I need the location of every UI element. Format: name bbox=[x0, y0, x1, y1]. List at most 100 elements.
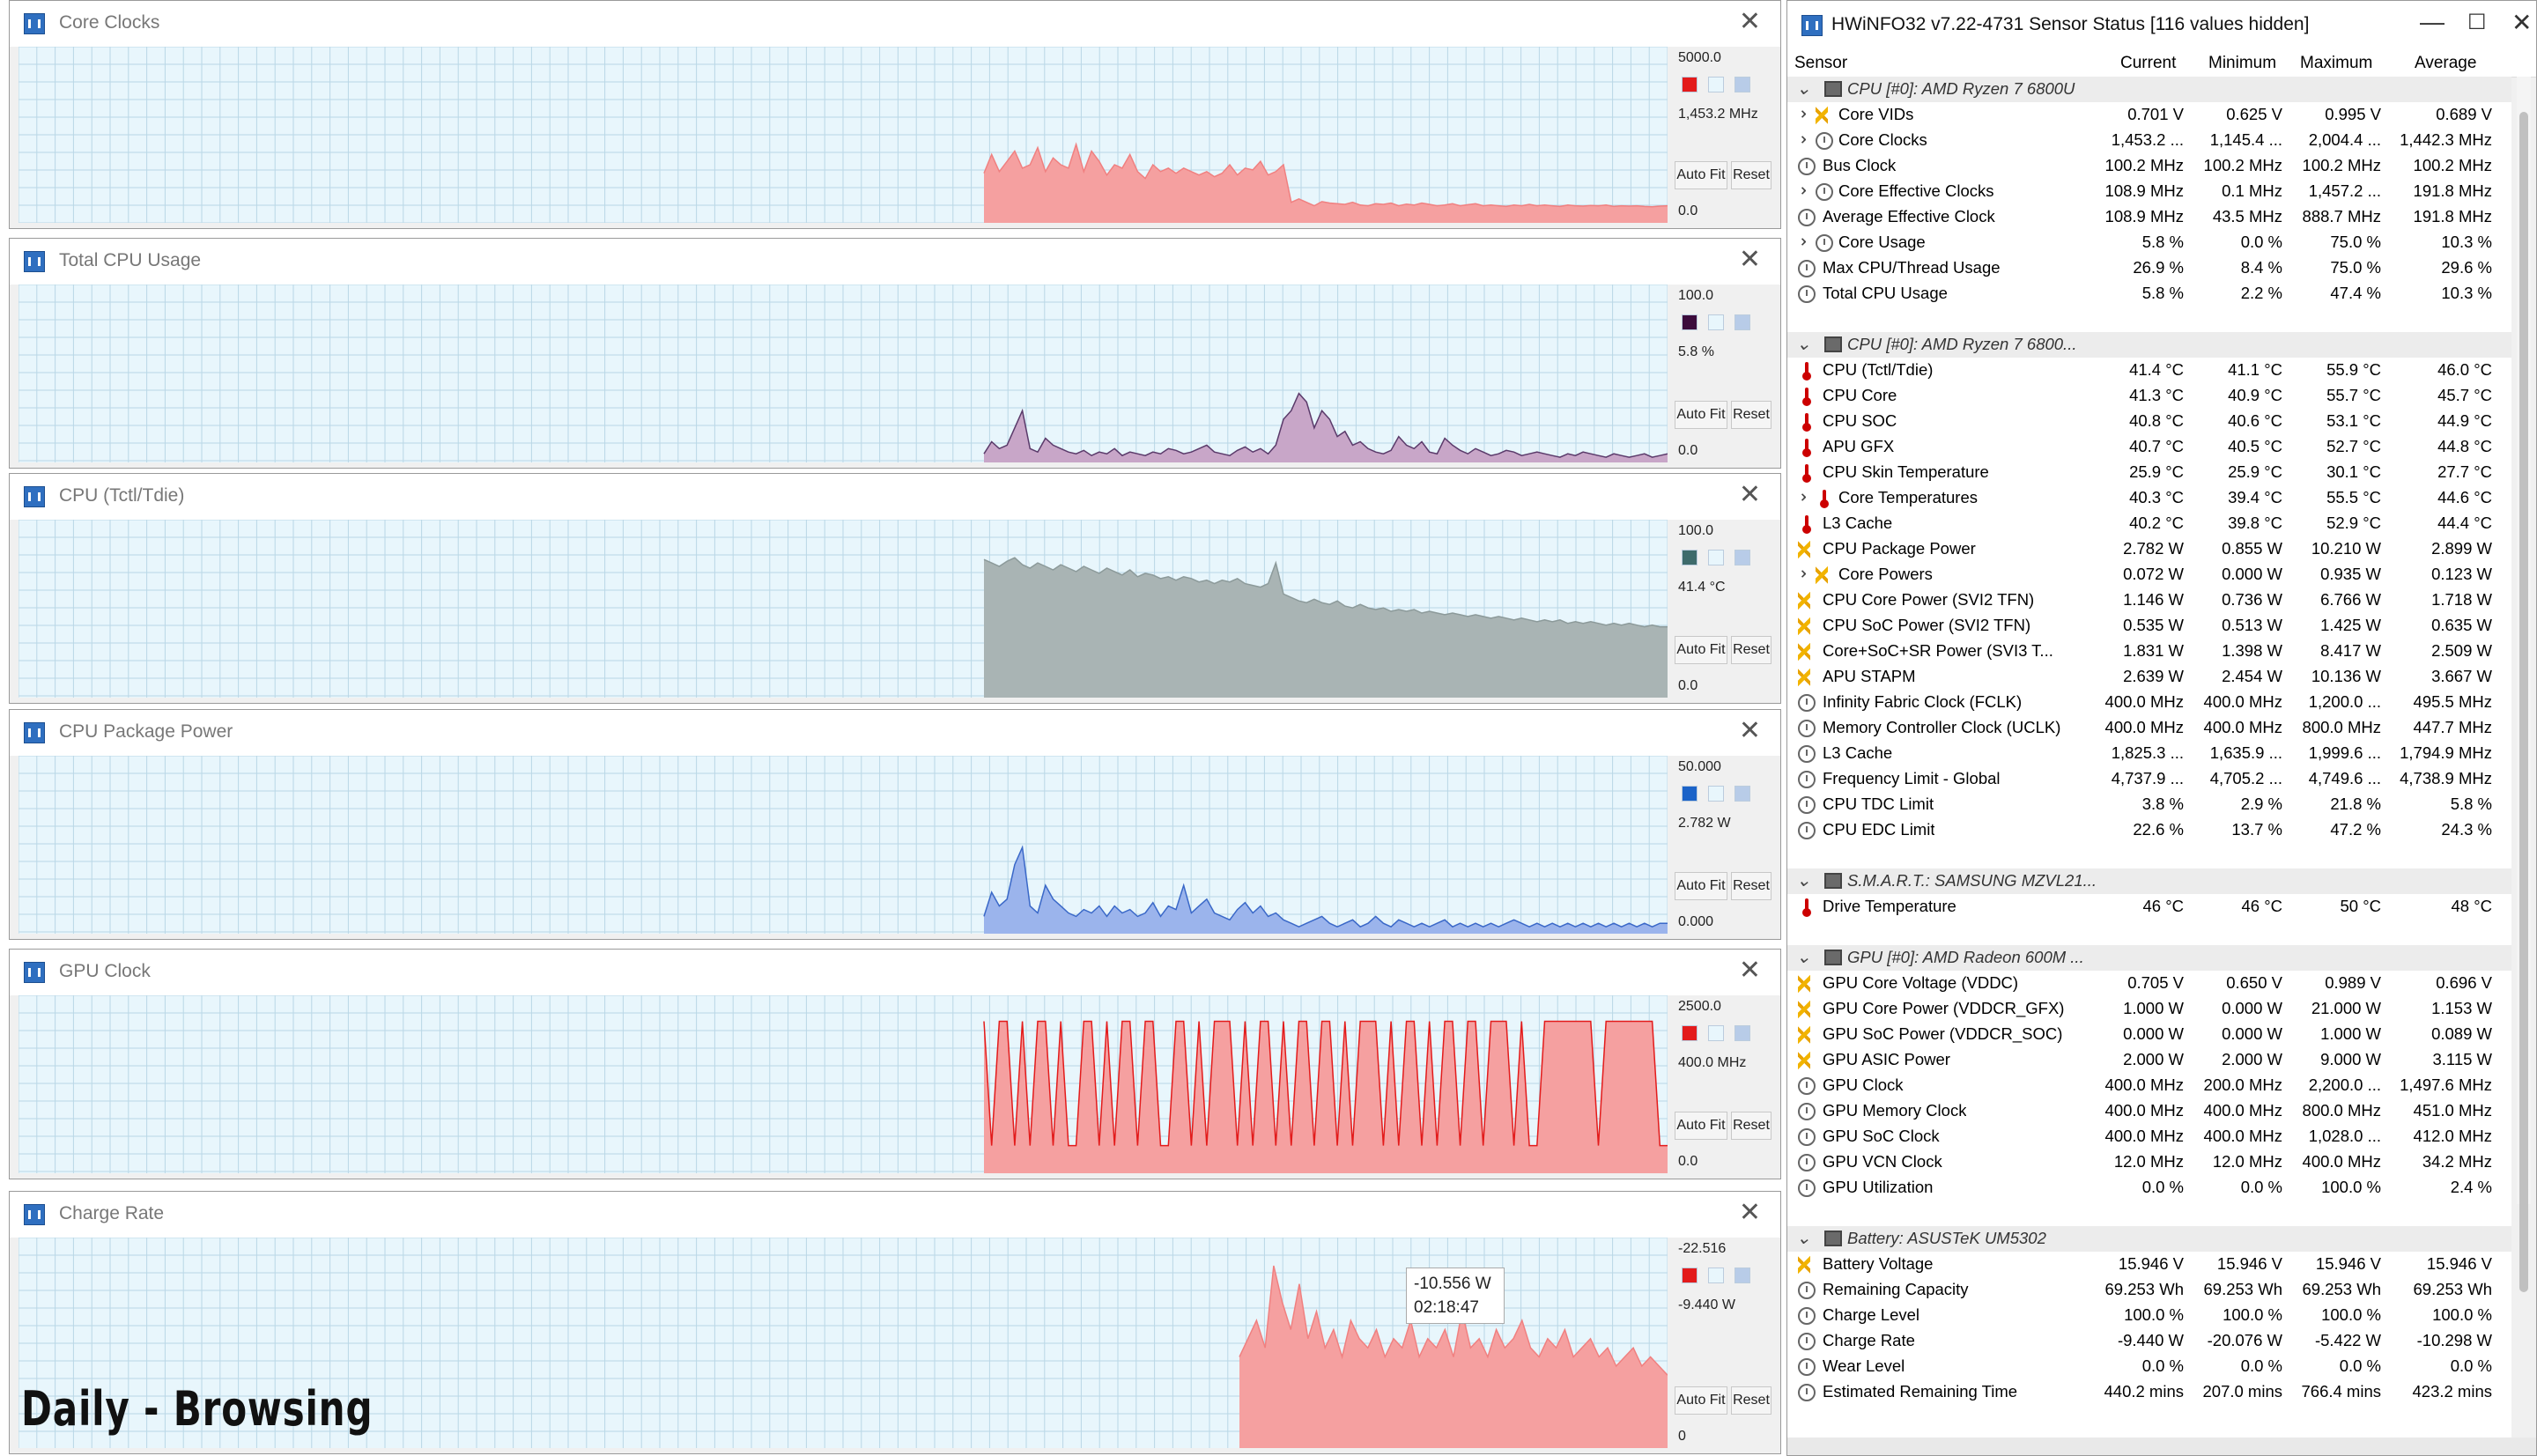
expand-chevron-icon[interactable]: ⌄ bbox=[1790, 566, 1810, 581]
reset-button[interactable]: Reset bbox=[1731, 401, 1771, 429]
sensor-row[interactable]: Core+SoC+SR Power (SVI3 T... 1.831 W 1.398… bbox=[1787, 639, 2511, 664]
fill-color-swatch[interactable] bbox=[1708, 786, 1724, 802]
sensor-row[interactable]: GPU SoC Clock 400.0 MHz 400.0 MHz 1,028.0 .… bbox=[1787, 1124, 2511, 1149]
close-icon[interactable]: ✕ bbox=[1738, 1198, 1761, 1227]
collapse-chevron-icon[interactable]: ⌄ bbox=[1796, 335, 1811, 354]
fill-color-swatch[interactable] bbox=[1708, 314, 1724, 330]
collapse-chevron-icon[interactable]: ⌄ bbox=[1796, 871, 1811, 891]
col-sensor[interactable]: Sensor bbox=[1794, 54, 1848, 72]
graph-title-bar[interactable]: Core Clocks ✕ bbox=[10, 1, 1780, 47]
graph-plot[interactable] bbox=[18, 756, 1668, 934]
auto-fit-button[interactable]: Auto Fit bbox=[1675, 636, 1727, 664]
sensor-row[interactable]: Remaining Capacity 69.253 Wh 69.253 Wh 69.2… bbox=[1787, 1277, 2511, 1303]
sensor-row[interactable]: Average Effective Clock 108.9 MHz 43.5 MHz… bbox=[1787, 204, 2511, 230]
close-icon[interactable]: ✕ bbox=[1738, 480, 1761, 509]
line-color-swatch[interactable] bbox=[1682, 786, 1697, 802]
expand-chevron-icon[interactable]: ⌄ bbox=[1790, 490, 1810, 505]
collapse-chevron-icon[interactable]: ⌄ bbox=[1796, 948, 1811, 967]
sensor-row[interactable]: Frequency Limit - Global 4,737.9 ... 4,705… bbox=[1787, 766, 2511, 792]
sensor-row[interactable]: CPU Core Power (SVI2 TFN) 1.146 W 0.736 W 6… bbox=[1787, 588, 2511, 613]
close-icon[interactable]: ✕ bbox=[1738, 956, 1761, 985]
auto-fit-button[interactable]: Auto Fit bbox=[1675, 161, 1727, 189]
sensor-row[interactable]: ⌄ Core Clocks 1,453.2 ... 1,145.4 ... 2,004.… bbox=[1787, 128, 2511, 153]
sensor-row[interactable]: GPU Clock 400.0 MHz 200.0 MHz 2,200.0 ... 1,… bbox=[1787, 1073, 2511, 1098]
graph-plot[interactable] bbox=[18, 995, 1668, 1173]
sensor-row[interactable]: Charge Level 100.0 % 100.0 % 100.0 % 100.0 % bbox=[1787, 1303, 2511, 1328]
sensor-row[interactable]: CPU Core 41.3 °C 40.9 °C 55.7 °C 45.7 °C bbox=[1787, 383, 2511, 409]
graph-title-bar[interactable]: CPU (Tctl/Tdie) ✕ bbox=[10, 474, 1780, 520]
sensor-row[interactable]: ⌄ Core Powers 0.072 W 0.000 W 0.935 W 0.123 W bbox=[1787, 562, 2511, 588]
sensor-row[interactable]: CPU Skin Temperature 25.9 °C 25.9 °C 30.1 °… bbox=[1787, 460, 2511, 485]
auto-fit-button[interactable]: Auto Fit bbox=[1675, 401, 1727, 429]
sensor-row[interactable]: GPU SoC Power (VDDCR_SOC) 0.000 W 0.000 W 1… bbox=[1787, 1022, 2511, 1047]
close-icon[interactable]: ✕ bbox=[1738, 245, 1761, 274]
title-bar[interactable]: HWiNFO32 v7.22-4731 Sensor Status [116 v… bbox=[1787, 1, 2536, 50]
reset-button[interactable]: Reset bbox=[1731, 161, 1771, 189]
reset-button[interactable]: Reset bbox=[1731, 1386, 1771, 1415]
collapse-chevron-icon[interactable]: ⌄ bbox=[1796, 79, 1811, 99]
col-minimum[interactable]: Minimum bbox=[2208, 54, 2277, 72]
collapse-chevron-icon[interactable]: ⌄ bbox=[1796, 1229, 1811, 1248]
sensor-group-row[interactable]: ⌄ CPU [#0]: AMD Ryzen 7 6800U bbox=[1787, 77, 2511, 102]
maximize-icon[interactable]: ☐ bbox=[2467, 11, 2487, 34]
scrollbar-thumb[interactable] bbox=[2519, 112, 2528, 1292]
sensor-row[interactable]: Infinity Fabric Clock (FCLK) 400.0 MHz 400… bbox=[1787, 690, 2511, 715]
sensor-row[interactable]: GPU VCN Clock 12.0 MHz 12.0 MHz 400.0 MHz 34… bbox=[1787, 1149, 2511, 1175]
sensor-group-row[interactable]: ⌄ GPU [#0]: AMD Radeon 600M ... bbox=[1787, 945, 2511, 971]
grid-color-swatch[interactable] bbox=[1734, 550, 1750, 565]
sensor-row[interactable]: ⌄ Core Effective Clocks 108.9 MHz 0.1 MHz 1,… bbox=[1787, 179, 2511, 204]
sensor-row[interactable]: Total CPU Usage 5.8 % 2.2 % 47.4 % 10.3 % bbox=[1787, 281, 2511, 307]
graph-title-bar[interactable]: Total CPU Usage ✕ bbox=[10, 239, 1780, 285]
sensor-row[interactable]: APU GFX 40.7 °C 40.5 °C 52.7 °C 44.8 °C bbox=[1787, 434, 2511, 460]
line-color-swatch[interactable] bbox=[1682, 77, 1697, 92]
sensor-row[interactable]: L3 Cache 1,825.3 ... 1,635.9 ... 1,999.6 ..… bbox=[1787, 741, 2511, 766]
auto-fit-button[interactable]: Auto Fit bbox=[1675, 872, 1727, 900]
graph-title-bar[interactable]: Charge Rate ✕ bbox=[10, 1192, 1780, 1238]
sensor-row[interactable]: L3 Cache 40.2 °C 39.8 °C 52.9 °C 44.4 °C bbox=[1787, 511, 2511, 536]
sensor-group-row[interactable]: ⌄ Battery: ASUSTeK UM5302 bbox=[1787, 1226, 2511, 1252]
sensor-row[interactable]: Memory Controller Clock (UCLK) 400.0 MHz 4… bbox=[1787, 715, 2511, 741]
fill-color-swatch[interactable] bbox=[1708, 1025, 1724, 1041]
sensor-row[interactable]: CPU (Tctl/Tdie) 41.4 °C 41.1 °C 55.9 °C 46.0… bbox=[1787, 358, 2511, 383]
grid-color-swatch[interactable] bbox=[1734, 77, 1750, 92]
sensor-row[interactable]: GPU Core Power (VDDCR_GFX) 1.000 W 0.000 W… bbox=[1787, 996, 2511, 1022]
line-color-swatch[interactable] bbox=[1682, 314, 1697, 330]
reset-button[interactable]: Reset bbox=[1731, 636, 1771, 664]
graph-title-bar[interactable]: CPU Package Power ✕ bbox=[10, 710, 1780, 756]
vertical-scrollbar[interactable] bbox=[2517, 77, 2531, 1292]
close-icon[interactable]: ✕ bbox=[1738, 7, 1761, 36]
sensor-row[interactable]: ⌄ Core Temperatures 40.3 °C 39.4 °C 55.5 °C 4… bbox=[1787, 485, 2511, 511]
reset-button[interactable]: Reset bbox=[1731, 1112, 1771, 1140]
sensor-row[interactable]: GPU Utilization 0.0 % 0.0 % 100.0 % 2.4 % bbox=[1787, 1175, 2511, 1201]
sensor-group-row[interactable]: ⌄ CPU [#0]: AMD Ryzen 7 6800... bbox=[1787, 332, 2511, 358]
col-average[interactable]: Average bbox=[2415, 54, 2477, 72]
line-color-swatch[interactable] bbox=[1682, 1268, 1697, 1283]
line-color-swatch[interactable] bbox=[1682, 550, 1697, 565]
graph-plot[interactable] bbox=[18, 520, 1668, 698]
reset-button[interactable]: Reset bbox=[1731, 872, 1771, 900]
expand-chevron-icon[interactable]: ⌄ bbox=[1790, 107, 1810, 122]
close-icon[interactable]: ✕ bbox=[1738, 716, 1761, 745]
sensor-row[interactable]: Charge Rate -9.440 W -20.076 W -5.422 W -10.… bbox=[1787, 1328, 2511, 1354]
grid-color-swatch[interactable] bbox=[1734, 314, 1750, 330]
expand-chevron-icon[interactable]: ⌄ bbox=[1790, 132, 1810, 147]
col-maximum[interactable]: Maximum bbox=[2300, 54, 2373, 72]
sensor-row[interactable]: Estimated Remaining Time 440.2 mins 207.0 … bbox=[1787, 1379, 2511, 1405]
fill-color-swatch[interactable] bbox=[1708, 1268, 1724, 1283]
expand-chevron-icon[interactable]: ⌄ bbox=[1790, 183, 1810, 198]
minimize-icon[interactable]: — bbox=[2420, 8, 2445, 35]
sensor-row[interactable]: Wear Level 0.0 % 0.0 % 0.0 % 0.0 % bbox=[1787, 1354, 2511, 1379]
auto-fit-button[interactable]: Auto Fit bbox=[1675, 1386, 1727, 1415]
sensor-row[interactable]: ⌄ Core VIDs 0.701 V 0.625 V 0.995 V 0.689 V bbox=[1787, 102, 2511, 128]
fill-color-swatch[interactable] bbox=[1708, 550, 1724, 565]
grid-color-swatch[interactable] bbox=[1734, 786, 1750, 802]
fill-color-swatch[interactable] bbox=[1708, 77, 1724, 92]
sensor-row[interactable]: APU STAPM 2.639 W 2.454 W 10.136 W 3.667 W bbox=[1787, 664, 2511, 690]
expand-chevron-icon[interactable]: ⌄ bbox=[1790, 234, 1810, 249]
sensor-group-row[interactable]: ⌄ S.M.A.R.T.: SAMSUNG MZVL21... bbox=[1787, 868, 2511, 894]
graph-title-bar[interactable]: GPU Clock ✕ bbox=[10, 950, 1780, 995]
graph-plot[interactable] bbox=[18, 1238, 1668, 1448]
sensor-row[interactable]: Bus Clock 100.2 MHz 100.2 MHz 100.2 MHz 100.… bbox=[1787, 153, 2511, 179]
graph-plot[interactable] bbox=[18, 47, 1668, 223]
sensor-row[interactable]: Max CPU/Thread Usage 26.9 % 8.4 % 75.0 % 29.… bbox=[1787, 255, 2511, 281]
